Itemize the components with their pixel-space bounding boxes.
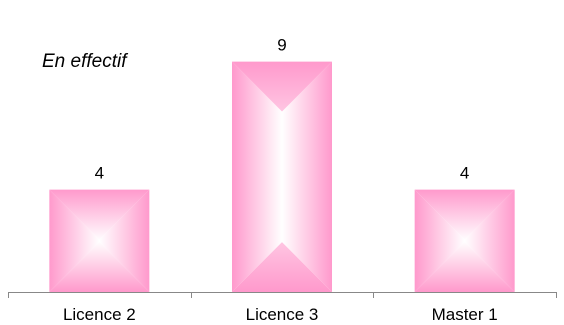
data-label: 4 [95, 164, 104, 183]
x-axis: Licence 2 Licence 3 Master 1 [8, 292, 557, 324]
bar-licence-3 [232, 62, 332, 292]
bar-licence-2 [49, 190, 149, 292]
data-label: 9 [277, 36, 286, 55]
bars-group: 4 9 4 [49, 36, 514, 292]
data-label: 4 [460, 164, 469, 183]
x-tick-label: Master 1 [432, 305, 498, 324]
x-tick-label: Licence 2 [63, 305, 136, 324]
x-tick-label: Licence 3 [246, 305, 319, 324]
bar-master-1 [415, 190, 515, 292]
